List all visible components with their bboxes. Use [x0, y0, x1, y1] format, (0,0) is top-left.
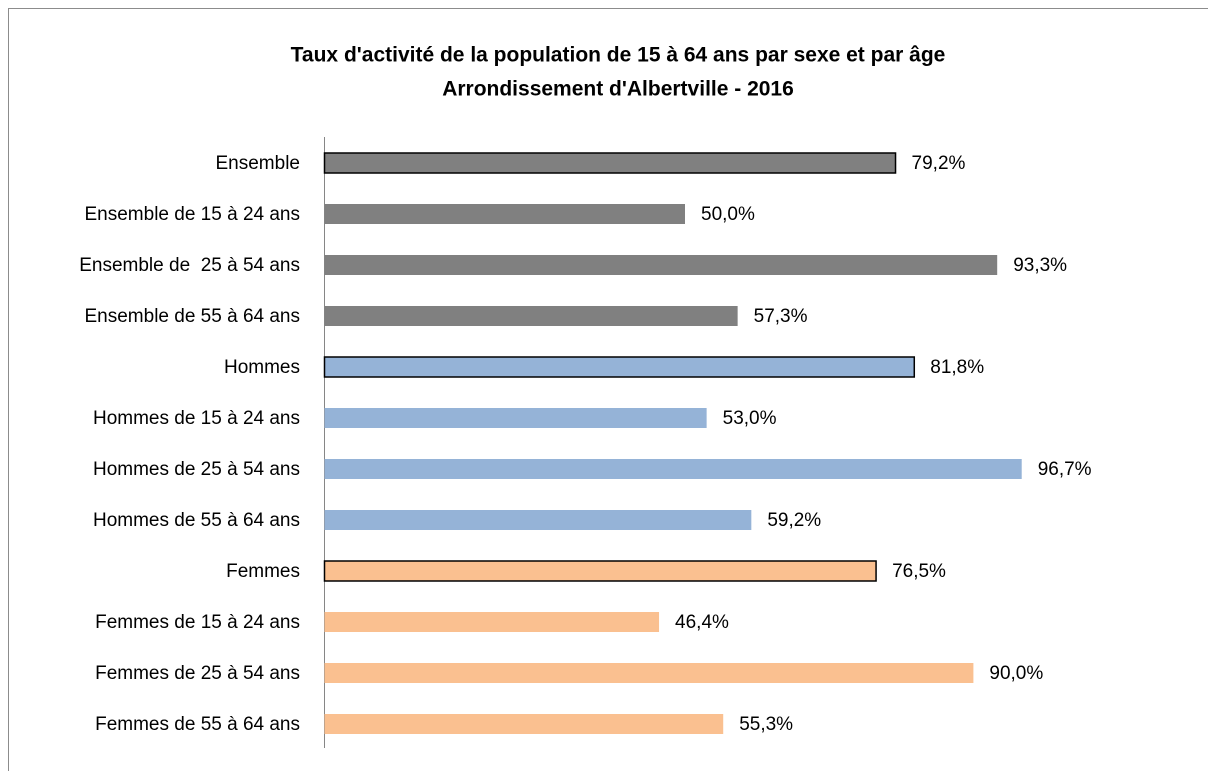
y-tick-label: Femmes de 55 à 64 ans: [95, 714, 300, 735]
bar: [323, 356, 916, 378]
y-tick-label: Ensemble de 25 à 54 ans: [79, 255, 300, 276]
data-label: 46,4%: [675, 612, 729, 633]
bar: [324, 510, 752, 530]
y-tick-label: Hommes de 55 à 64 ans: [93, 510, 300, 531]
data-label: 76,5%: [892, 561, 946, 582]
data-label: 55,3%: [739, 714, 793, 735]
data-label: 50,0%: [701, 204, 755, 225]
bar: [323, 152, 897, 174]
data-label: 90,0%: [989, 663, 1043, 684]
chart-title: Taux d'activité de la population de 15 à…: [291, 44, 946, 67]
bar: [324, 408, 707, 428]
bar: [324, 306, 738, 326]
data-label: 93,3%: [1013, 255, 1067, 276]
y-tick-label: Hommes de 15 à 24 ans: [93, 408, 300, 429]
y-tick-label: Ensemble de 55 à 64 ans: [85, 306, 301, 327]
y-tick-label: Femmes: [226, 561, 300, 582]
bar: [324, 204, 685, 224]
y-tick-label: Ensemble: [216, 153, 301, 174]
data-label: 53,0%: [723, 408, 777, 429]
bar: [324, 459, 1022, 479]
bar: [324, 663, 974, 683]
data-label: 96,7%: [1038, 459, 1092, 480]
y-tick-label: Hommes: [224, 357, 300, 378]
data-label: 57,3%: [754, 306, 808, 327]
chart-frame: [8, 8, 1208, 771]
bar: [323, 560, 877, 582]
y-tick-label: Hommes de 25 à 54 ans: [93, 459, 300, 480]
y-tick-label: Femmes de 15 à 24 ans: [95, 612, 300, 633]
data-label: 59,2%: [767, 510, 821, 531]
y-tick-label: Ensemble de 15 à 24 ans: [85, 204, 301, 225]
y-tick-label: Femmes de 25 à 54 ans: [95, 663, 300, 684]
bar: [324, 714, 724, 734]
bar: [324, 612, 660, 632]
bar: [324, 255, 998, 275]
chart-title: Arrondissement d'Albertville - 2016: [442, 78, 794, 101]
data-label: 79,2%: [912, 153, 966, 174]
data-label: 81,8%: [930, 357, 984, 378]
